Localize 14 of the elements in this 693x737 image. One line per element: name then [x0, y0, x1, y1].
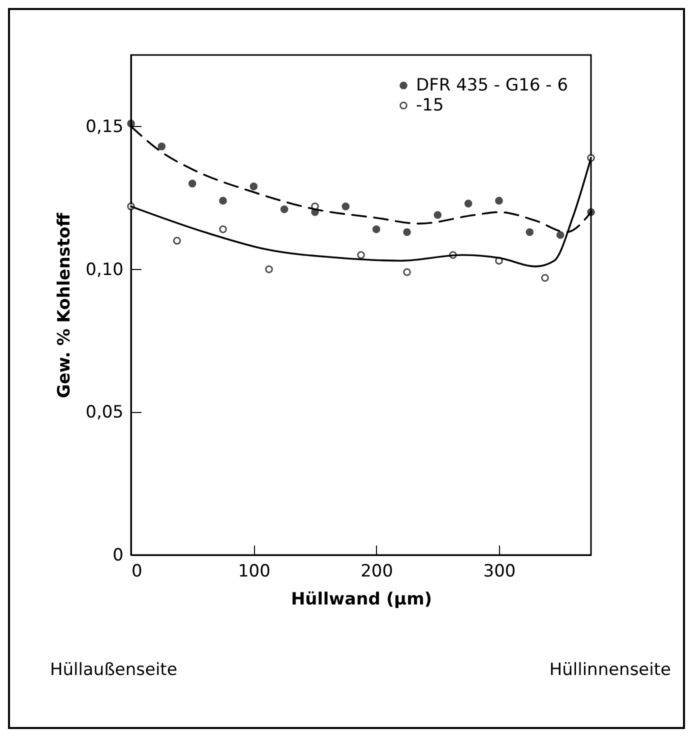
text: Hüllaußenseite: [50, 660, 178, 680]
y-tick-label: 0,10: [86, 260, 124, 280]
y-tick-label: 0,15: [86, 116, 124, 137]
x-tick-label: 0: [132, 562, 142, 582]
legend-label: -15: [416, 96, 444, 116]
y-tick-label: 0,05: [86, 402, 124, 423]
x-axis-title: Hüllwand (µm): [290, 590, 432, 610]
y-axis-title: Gew. % Kohlenstoff: [54, 212, 75, 398]
x-tick-label: 200: [360, 562, 394, 582]
legend-label: DFR 435 - G16 - 6: [416, 76, 568, 96]
x-tick-label: 100: [238, 562, 270, 582]
text: Hüllinnenseite: [549, 660, 671, 680]
y-tick-label: 0: [112, 546, 124, 566]
x-tick-label: 300: [483, 562, 516, 582]
